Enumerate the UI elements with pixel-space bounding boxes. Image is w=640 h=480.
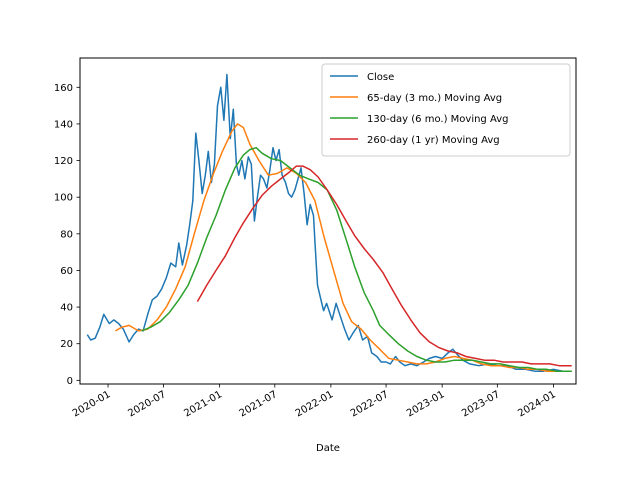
y-tick-label: 120 [54, 156, 73, 167]
series-line-1 [86, 73, 572, 372]
legend-label-4: 260-day (1 yr) Moving Avg [367, 135, 500, 146]
axes-frame [79, 57, 577, 385]
y-tick-label: 60 [60, 266, 73, 277]
legend-label-1: Close [367, 72, 394, 83]
x-axis-title: Date [316, 443, 340, 454]
legend-box [321, 63, 571, 157]
y-tick-label: 20 [60, 339, 73, 350]
y-tick-label: 0 [67, 376, 73, 387]
plot-area [79, 57, 577, 385]
y-tick-label: 100 [54, 193, 73, 204]
y-axis: 0 20 40 60 80 100 120 140 160 [54, 83, 80, 387]
y-tick-label: 80 [60, 229, 73, 240]
legend-label-3: 130-day (6 mo.) Moving Avg [367, 114, 508, 125]
series-line-2 [115, 123, 572, 372]
series-layer [86, 73, 572, 372]
series-line-3 [141, 146, 572, 372]
y-tick-label: 40 [60, 303, 73, 314]
series-line-4 [196, 165, 572, 367]
legend-label-2: 65-day (3 mo.) Moving Avg [367, 93, 502, 104]
y-tick-label: 140 [54, 119, 73, 130]
legend: Close 65-day (3 mo.) Moving Avg 130-day (6… [321, 63, 571, 157]
y-tick-label: 160 [54, 83, 73, 94]
